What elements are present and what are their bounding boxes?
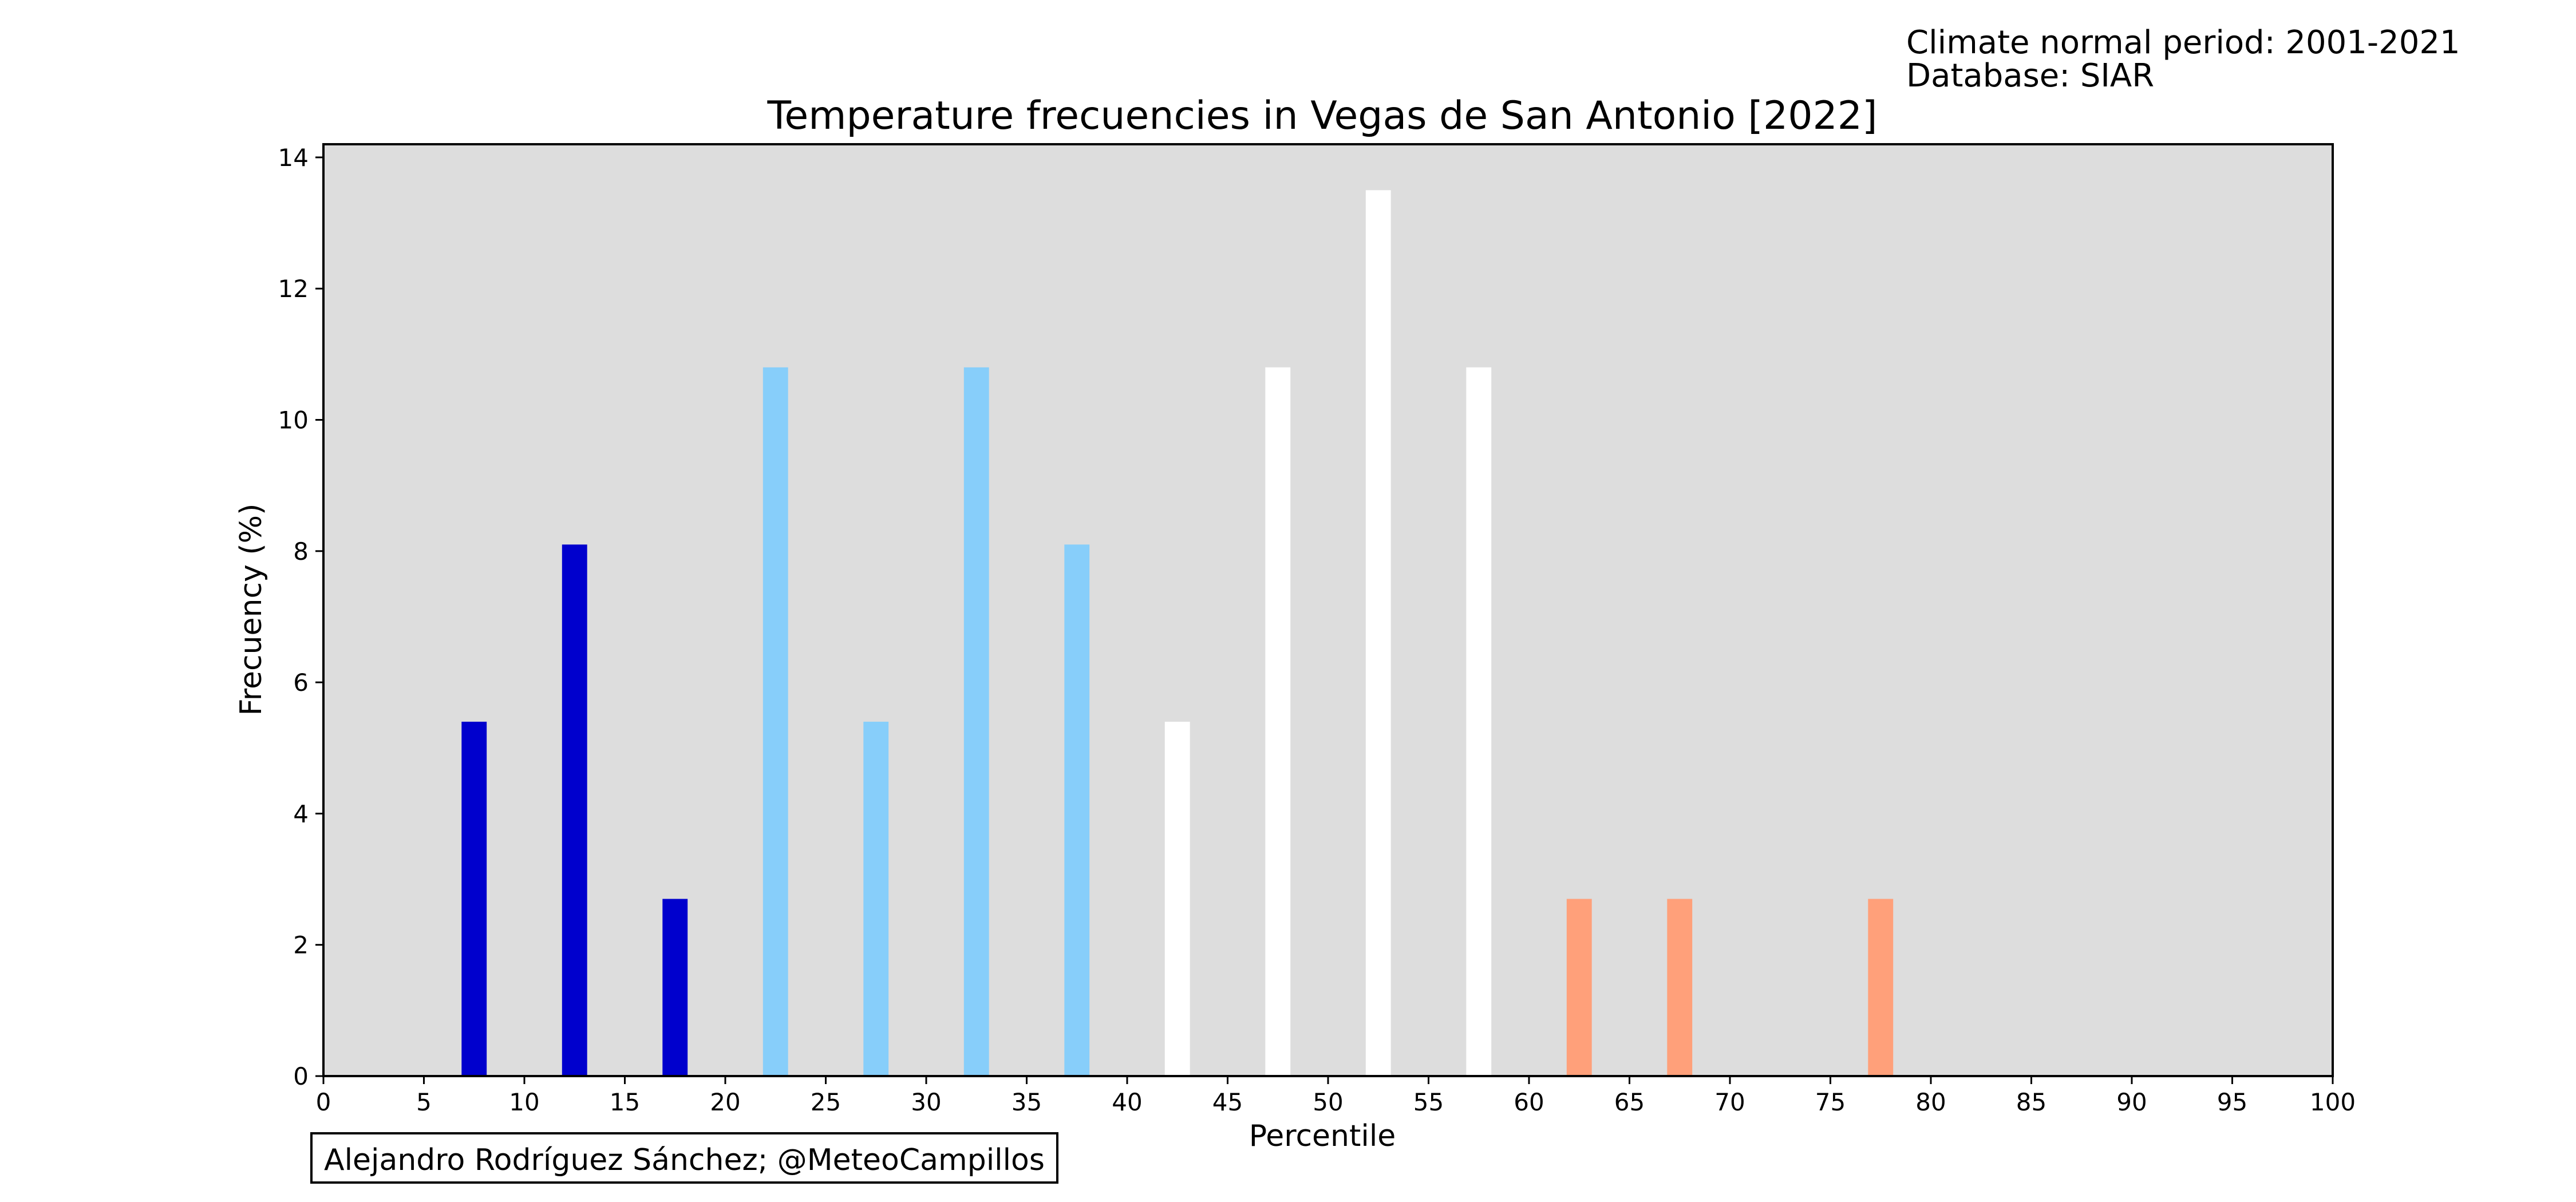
x-tick-label-17: 85 — [2016, 1088, 2046, 1116]
x-tick-label-20: 100 — [2310, 1088, 2356, 1116]
y-tick-label-1: 2 — [293, 931, 309, 959]
x-tick-label-16: 80 — [1915, 1088, 1946, 1116]
x-tick-label-19: 95 — [2217, 1088, 2247, 1116]
x-tick-label-7: 35 — [1012, 1088, 1042, 1116]
bar-3 — [762, 367, 788, 1077]
x-tick-label-2: 10 — [509, 1088, 539, 1116]
climate-normal-period: Climate normal period: 2001-2021 — [1906, 24, 2460, 61]
x-tick-label-9: 45 — [1212, 1088, 1243, 1116]
bars-layer — [461, 190, 1894, 1077]
author-credit: Alejandro Rodríguez Sánchez; @MeteoCampi… — [310, 1132, 1058, 1184]
y-tick-label-2: 4 — [293, 800, 309, 828]
y-tick-label-4: 8 — [293, 537, 309, 566]
y-axis-label: Frecuency (%) — [234, 504, 268, 716]
x-tick-label-10: 50 — [1313, 1088, 1343, 1116]
x-tick-label-5: 25 — [811, 1088, 841, 1116]
x-tick-label-3: 15 — [610, 1088, 640, 1116]
y-tick-label-5: 10 — [278, 406, 309, 434]
x-tick-label-13: 65 — [1614, 1088, 1645, 1116]
bar-13 — [1868, 899, 1894, 1076]
bar-12 — [1667, 899, 1693, 1076]
x-tick-label-11: 55 — [1413, 1088, 1444, 1116]
x-tick-label-6: 30 — [911, 1088, 941, 1116]
bar-6 — [1064, 544, 1090, 1076]
y-tick-label-6: 12 — [278, 275, 309, 303]
x-tick-label-12: 60 — [1514, 1088, 1544, 1116]
x-tick-label-14: 70 — [1714, 1088, 1745, 1116]
bar-4 — [863, 721, 889, 1076]
x-tick-label-0: 0 — [316, 1088, 331, 1116]
bar-5 — [963, 367, 989, 1077]
chart-title: Temperature frecuencies in Vegas de San … — [767, 93, 1877, 139]
bar-2 — [662, 899, 688, 1076]
y-tick-label-3: 6 — [293, 669, 309, 697]
bar-11 — [1566, 899, 1592, 1076]
x-axis: 0 5 10 15 20 25 30 35 40 45 50 55 60 65 70 75 80 85 90 95 10… — [316, 1076, 2356, 1116]
x-tick-label-18: 90 — [2116, 1088, 2147, 1116]
database-source: Database: SIAR — [1906, 57, 2155, 94]
y-tick-label-0: 0 — [293, 1062, 309, 1090]
x-tick-label-15: 75 — [1815, 1088, 1846, 1116]
bar-1 — [562, 544, 587, 1076]
bar-0 — [461, 721, 487, 1076]
x-axis-label: Percentile — [1249, 1119, 1396, 1153]
plot-area — [323, 144, 2333, 1076]
x-tick-label-4: 20 — [710, 1088, 740, 1116]
bar-9 — [1365, 190, 1391, 1076]
bar-7 — [1164, 721, 1190, 1076]
bar-10 — [1466, 367, 1492, 1077]
x-tick-label-8: 40 — [1112, 1088, 1142, 1116]
x-tick-label-1: 5 — [416, 1088, 432, 1116]
bar-8 — [1265, 367, 1291, 1077]
y-axis: 0 2 4 6 8 10 12 14 — [278, 144, 323, 1090]
y-tick-label-7: 14 — [278, 144, 309, 172]
